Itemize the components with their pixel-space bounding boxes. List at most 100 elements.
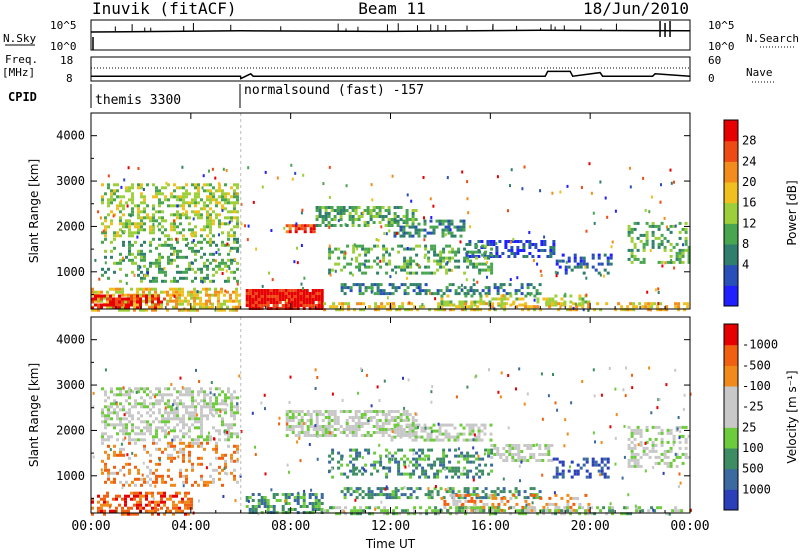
power-cell	[227, 276, 230, 280]
velocity-cell	[363, 468, 366, 472]
power-cell	[376, 262, 380, 266]
power-cell	[438, 219, 442, 223]
power-cell	[173, 222, 176, 226]
power-cell	[451, 256, 455, 260]
xtick-label: 00:00	[670, 519, 709, 534]
velocity-cell	[182, 423, 185, 427]
power-cell	[464, 294, 468, 298]
velocity-cell	[652, 466, 655, 469]
power-cell	[202, 305, 205, 309]
velocity-cell	[424, 458, 427, 462]
power-cell	[217, 302, 220, 306]
power-cell	[443, 300, 447, 304]
velocity-cell	[678, 425, 682, 429]
power-cell	[161, 186, 164, 190]
velocity-cell	[466, 475, 470, 479]
power-cell	[182, 207, 185, 211]
velocity-cell	[448, 448, 452, 452]
velocity-cell	[651, 446, 655, 450]
velocity-cell	[346, 490, 350, 494]
velocity-cell	[200, 387, 203, 391]
power-cell	[131, 222, 134, 226]
power-cell	[315, 224, 319, 227]
power-cell	[288, 227, 292, 231]
power-cell	[137, 183, 140, 187]
velocity-cell	[532, 496, 536, 500]
power-cell	[119, 228, 122, 232]
power-cell	[206, 198, 209, 202]
velocity-cell	[205, 466, 208, 470]
power-cell	[427, 259, 431, 263]
velocity-cell	[152, 480, 155, 484]
velocity-cell	[264, 407, 266, 411]
power-cell	[185, 216, 188, 220]
power-cell	[627, 248, 631, 252]
power-cell	[206, 225, 209, 229]
power-cell	[238, 299, 241, 303]
power-cell	[173, 189, 176, 193]
velocity-cell	[681, 434, 685, 438]
velocity-cell	[155, 399, 158, 403]
power-cell	[475, 256, 479, 260]
power-cell	[142, 299, 145, 303]
velocity-cell	[194, 438, 197, 442]
power-cell	[152, 219, 155, 223]
power-cell	[564, 271, 568, 275]
power-cell	[220, 290, 223, 294]
velocity-cell	[682, 407, 685, 411]
velocity-cell	[363, 413, 367, 416]
velocity-cell	[409, 448, 413, 452]
power-cell	[681, 227, 685, 231]
power-cell	[342, 209, 346, 212]
power-cell	[328, 256, 332, 260]
power-cell	[675, 254, 679, 258]
power-cell	[188, 228, 191, 232]
power-cell	[157, 300, 160, 304]
power-cell	[149, 264, 152, 268]
power-cell	[323, 308, 327, 312]
power-cell	[121, 293, 124, 297]
velocity-cell	[245, 505, 249, 508]
power-cell	[175, 302, 178, 306]
velocity-cell	[175, 407, 178, 410]
power-cell	[666, 260, 670, 264]
velocity-cell	[468, 426, 472, 430]
power-cell	[182, 228, 185, 232]
power-cell	[626, 308, 630, 312]
velocity-cell	[209, 411, 212, 415]
power-cell	[154, 293, 157, 297]
velocity-cell	[291, 413, 295, 416]
velocity-cell	[424, 475, 428, 479]
velocity-cell	[653, 509, 657, 513]
power-cell	[128, 198, 131, 202]
velocity-cell	[287, 508, 291, 511]
velocity-cell	[178, 509, 181, 513]
velocity-cell	[209, 480, 212, 484]
velocity-cell	[375, 410, 379, 413]
power-cell	[381, 215, 385, 218]
velocity-cell	[614, 387, 617, 391]
power-cell	[160, 290, 163, 294]
velocity-cell	[576, 472, 580, 476]
velocity-cell	[379, 463, 383, 467]
velocity-cell	[200, 444, 203, 448]
power-cell	[424, 292, 428, 296]
power-cell	[552, 249, 556, 252]
velocity-cell	[355, 448, 359, 452]
power-cell	[479, 300, 483, 304]
power-cell	[197, 195, 200, 199]
velocity-cell	[359, 509, 363, 513]
power-cell	[221, 198, 224, 202]
velocity-cell	[460, 503, 463, 507]
velocity-cell	[218, 393, 221, 397]
velocity-cell	[297, 419, 301, 422]
power-cell	[166, 293, 169, 297]
velocity-cell	[557, 505, 561, 509]
power-cell	[633, 242, 637, 246]
velocity-cell	[442, 454, 446, 458]
power-cell	[146, 204, 149, 208]
velocity-cell	[369, 416, 373, 419]
velocity-cell	[398, 512, 402, 516]
power-cell	[236, 267, 239, 271]
freq-label-2: [MHz]	[2, 66, 35, 79]
